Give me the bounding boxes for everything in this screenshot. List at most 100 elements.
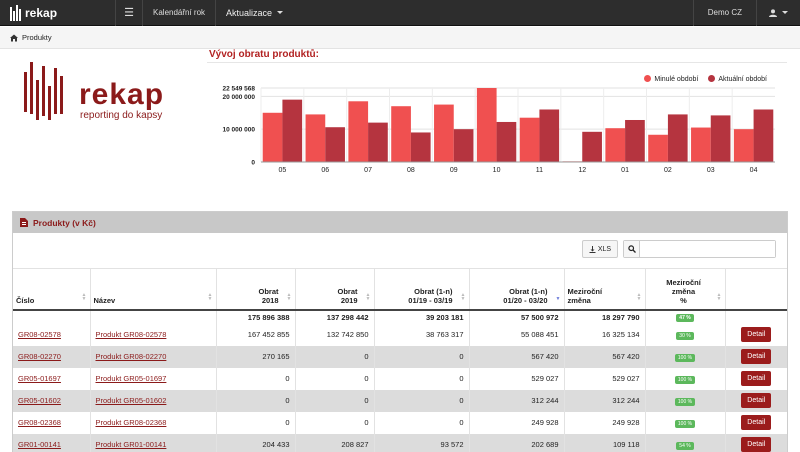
cell-revenue-2019: 0 [295,411,375,434]
bar-previous [691,127,711,162]
table-row: GR08-02368 Produkt GR08-02368 0 0 0 249 928 24… [13,411,787,434]
x-tick-label: 03 [707,167,715,174]
x-tick-label: 09 [450,167,458,174]
col-header-name[interactable]: Název ▲ ▼ [90,268,217,310]
bar-current [539,109,560,162]
cell-revenue-ytd-19: 0 [374,345,470,368]
cell-revenue-ytd-20: 55 088 451 [469,323,565,346]
product-code-link[interactable]: GR08-02368 [18,418,61,427]
sort-icon: ▲ ▼ [207,291,213,302]
col-header-yoy-change[interactable]: Meziroční změna ▲ ▼ [564,268,646,310]
total-yoy-pct-badge: 47 % [676,314,694,322]
cell-revenue-ytd-20: 249 928 [469,411,565,434]
cell-revenue-ytd-19: 38 763 317 [374,323,470,346]
detail-button[interactable]: Detail [741,415,772,430]
chevron-down-icon [782,11,788,14]
bar-current [453,129,474,162]
product-name-link[interactable]: Produkt GR05-01602 [95,396,167,405]
nav-organization[interactable]: Demo CZ [692,0,756,26]
product-name-link[interactable]: Produkt GR01-00141 [95,440,167,449]
revenue-chart: Minulé období Aktuální období 0 10 000 00… [207,70,787,180]
detail-button[interactable]: Detail [741,327,772,342]
col-header-code[interactable]: Číslo ▲ ▼ [13,268,91,310]
cell-yoy-change: 249 928 [564,411,646,434]
total-revenue-ytd-20: 57 500 972 [469,308,565,324]
y-tick-label: 20 000 000 [222,94,255,101]
bar-current [625,119,645,162]
cell-revenue-ytd-20: 567 420 [469,345,565,368]
bar-previous [648,134,668,162]
cell-yoy-change: 16 325 134 [564,323,646,346]
col-header-revenue-2018[interactable]: Obrat 2018 ▲ ▼ [216,268,296,310]
export-xls-label: XLS [597,245,612,253]
cell-revenue-2019: 0 [295,345,375,368]
table-toolbar: XLS [582,240,776,258]
cell-revenue-ytd-19: 0 [374,389,470,412]
sort-icon: ▲ ▼ [365,291,371,302]
col-header-yoy-pct[interactable]: Meziroční změna% ▲ ▼ [645,268,726,310]
product-code-link[interactable]: GR08-02578 [18,330,61,339]
sort-icon: ▲ ▼ [460,291,466,302]
home-icon[interactable] [10,34,18,42]
product-code-link[interactable]: GR05-01697 [18,374,61,383]
rekap-logo: rekap reporting do kapsy [22,58,182,130]
top-navbar: rekap ☰ Kalendářní rok Aktualizace Demo … [0,0,800,26]
product-code-link[interactable]: GR01-00141 [18,440,61,449]
cell-yoy-change: 529 027 [564,367,646,390]
x-tick-label: 06 [321,167,329,174]
col-header-revenue-ytd-20[interactable]: Obrat (1-n) 01/20 - 03/20 ▼ [469,268,565,310]
chevron-down-icon [277,11,284,14]
yoy-pct-badge: 100 % [674,419,696,428]
detail-button[interactable]: Detail [741,393,772,408]
detail-button[interactable]: Detail [741,371,772,386]
product-code-link[interactable]: GR08-02270 [18,352,61,361]
product-name-link[interactable]: Produkt GR08-02578 [95,330,167,339]
table-row: GR08-02578 Produkt GR08-02578 167 452 855 1… [13,323,787,346]
x-tick-label: 11 [536,167,543,174]
cell-revenue-ytd-19: 0 [374,367,470,390]
bar-current [368,122,388,162]
legend-item-current[interactable]: Aktuální období [708,75,767,83]
yoy-pct-badge: 54 % [676,441,694,450]
col-header-revenue-2019[interactable]: Obrat 2019 ▲ ▼ [295,268,375,310]
nav-updates-dropdown[interactable]: Aktualizace [215,0,293,26]
cell-revenue-2018: 0 [216,389,296,412]
detail-button[interactable]: Detail [741,437,772,452]
bar-previous [391,106,411,162]
bar-previous [605,128,626,162]
legend-label-previous: Minulé období [654,76,699,83]
nav-calendar-year[interactable]: Kalendářní rok [142,0,215,26]
products-table: Číslo ▲ ▼ Název ▲ ▼ Obrat 2018 ▲ ▼ Obrat 2019 ▲ ▼ … [13,268,787,452]
search-input[interactable] [640,241,775,257]
hamburger-icon[interactable]: ☰ [115,0,142,26]
brand-logo[interactable]: rekap [0,0,115,26]
nav-updates-label: Aktualizace [226,7,273,18]
cell-revenue-ytd-20: 529 027 [469,367,565,390]
cell-revenue-ytd-19: 93 572 [374,433,470,452]
panel-title: Produkty (v Kč) [33,217,96,228]
product-name-link[interactable]: Produkt GR08-02270 [95,352,167,361]
product-code-link[interactable]: GR05-01602 [18,396,61,405]
product-name-link[interactable]: Produkt GR08-02368 [95,418,167,427]
y-tick-label: 22 549 568 [222,86,255,93]
yoy-pct-badge: 100 % [674,397,696,406]
bar-current [282,99,303,162]
col-header-revenue-ytd-19[interactable]: Obrat (1-n) 01/19 - 03/19 ▲ ▼ [374,268,470,310]
bar-current [753,109,774,162]
export-xls-button[interactable]: XLS [582,240,618,258]
cell-yoy-change: 109 118 [564,433,646,452]
bar-current [582,131,602,162]
user-menu[interactable] [756,0,800,26]
detail-button[interactable]: Detail [741,349,772,364]
x-tick-label: 01 [621,167,629,174]
bar-previous [476,88,497,162]
product-name-link[interactable]: Produkt GR05-01697 [95,374,167,383]
chart-divider [207,62,787,63]
logo-tagline: reporting do kapsy [80,110,163,121]
breadcrumb: Produkty [0,27,800,49]
legend-item-previous[interactable]: Minulé období [644,75,698,83]
y-tick-label: 0 [251,160,255,167]
cell-revenue-2019: 0 [295,367,375,390]
sort-icon: ▲ ▼ [81,291,87,302]
